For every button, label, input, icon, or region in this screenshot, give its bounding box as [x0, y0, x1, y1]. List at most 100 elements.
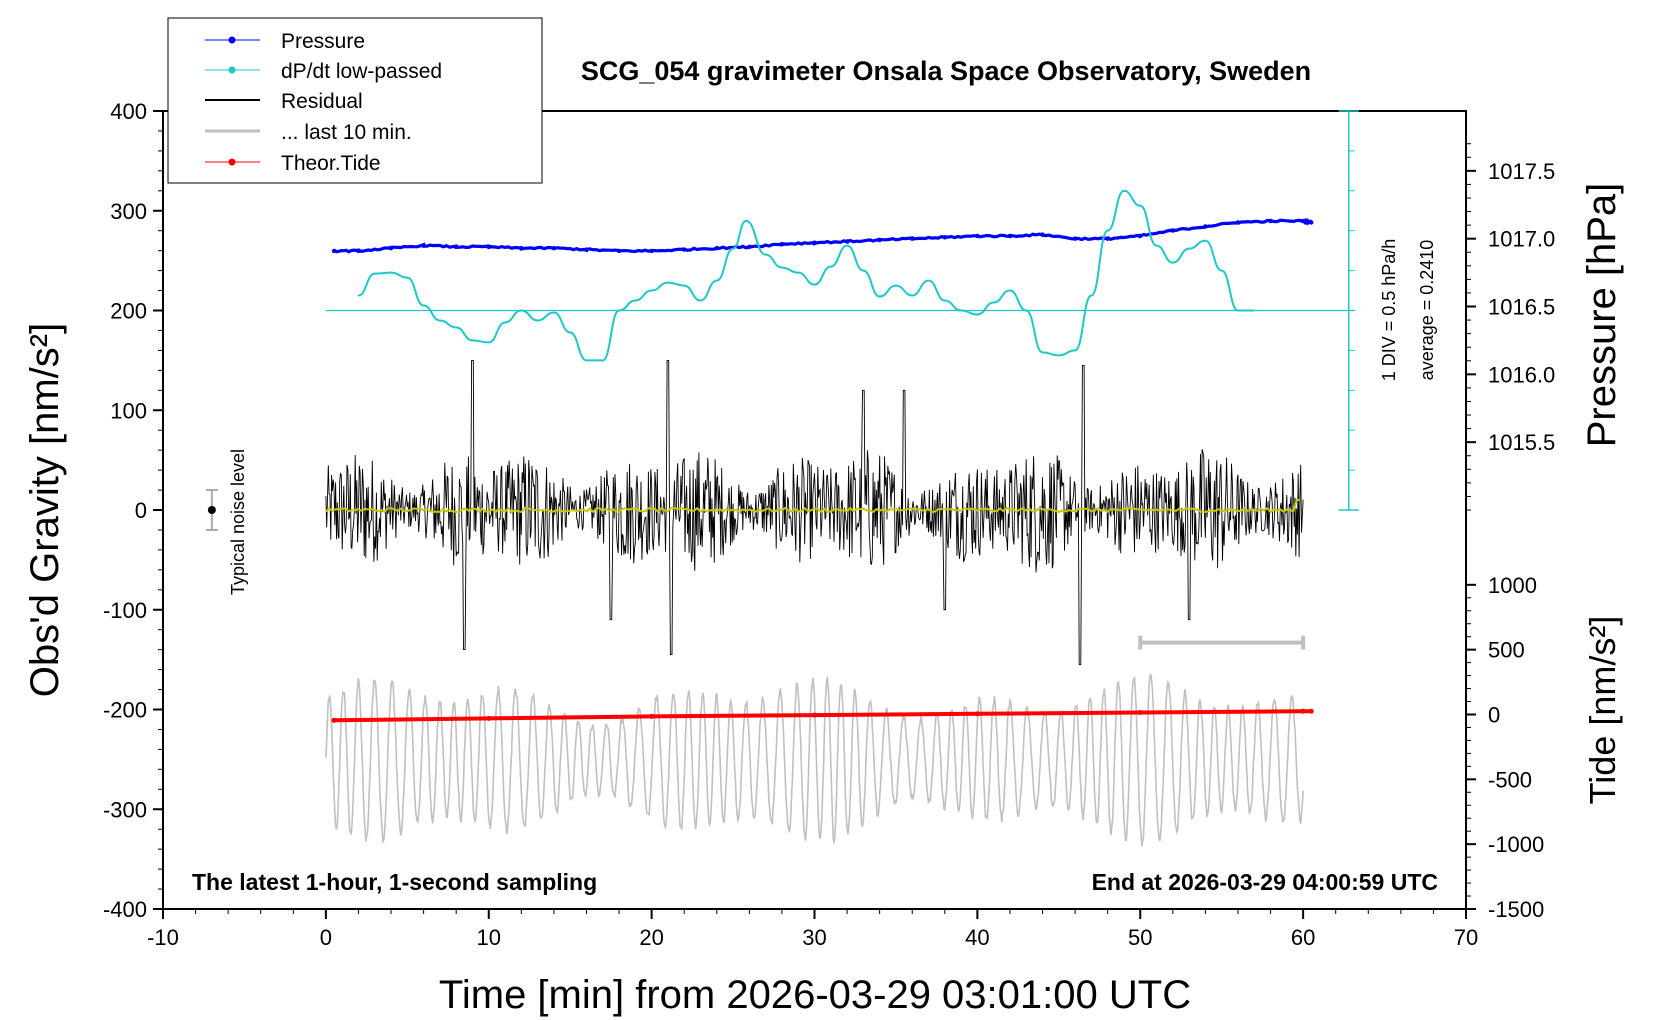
- pressure-point: [421, 243, 426, 248]
- dpdt-point: [911, 294, 914, 297]
- pressure-point: [910, 236, 915, 241]
- residual-smoothed-series: [325, 499, 1300, 514]
- y-tick-label: 0: [135, 498, 147, 523]
- pressure-point: [584, 247, 589, 252]
- dpdt-point: [1123, 189, 1125, 192]
- pressure-point: [1072, 236, 1078, 241]
- dpdt-point: [927, 279, 930, 282]
- legend-marker-pressure: [228, 36, 236, 44]
- chart-decorations: [205, 110, 1359, 650]
- pressure-point: [1309, 220, 1314, 225]
- x-tick-label: 40: [965, 925, 989, 950]
- noise-bar-center: [207, 506, 216, 514]
- x-tick-label: -10: [147, 925, 179, 950]
- dpdt-point: [732, 247, 734, 250]
- pressure-point: [388, 245, 394, 251]
- legend-marker-tide: [228, 158, 236, 166]
- pressure-point: [616, 248, 622, 254]
- dpdt-point: [764, 253, 767, 256]
- pressure-point: [682, 247, 687, 252]
- tide-point: [1300, 708, 1306, 714]
- dpdt-point: [862, 269, 865, 272]
- dpdt-point: [976, 313, 979, 316]
- tide-point: [1137, 710, 1143, 716]
- dpdt-point: [569, 331, 572, 334]
- legend-label-tide: Theor.Tide: [281, 152, 381, 175]
- pressure-point: [519, 245, 524, 251]
- dpdt-point: [1057, 354, 1060, 357]
- dpdt-point: [1171, 261, 1174, 264]
- y-tick-label: -300: [103, 797, 147, 822]
- pressure-point: [453, 244, 459, 250]
- dpdt-point: [601, 359, 604, 362]
- div-scale-annotation: 1 DIV = 0.5 hPa/h: [1379, 239, 1399, 382]
- legend-label-residual: Residual: [281, 90, 363, 113]
- pressure-point: [551, 245, 557, 251]
- dpdt-point: [846, 244, 848, 247]
- dpdt-point: [1204, 239, 1207, 242]
- residual-smoothed-line: [325, 499, 1300, 514]
- bottom-left-note: The latest 1-hour, 1-second sampling: [192, 869, 597, 895]
- x-tick-label: 10: [477, 925, 501, 950]
- dpdt-point: [699, 299, 702, 302]
- dpdt-point: [487, 341, 490, 344]
- pressure-tick-label: 1017.0: [1488, 227, 1555, 252]
- noise-level-annotation: Typical noise level: [228, 449, 248, 595]
- dpdt-point: [797, 271, 800, 274]
- x-tick-label: 0: [320, 925, 332, 950]
- dpdt-point: [504, 321, 506, 324]
- x-tick-label: 70: [1454, 925, 1478, 950]
- y-tick-label: 400: [110, 99, 147, 124]
- pressure-point: [714, 245, 719, 251]
- dpdt-point: [781, 266, 783, 269]
- dpdt-point: [715, 279, 718, 282]
- dpdt-point: [390, 271, 392, 274]
- dpdt-point: [585, 359, 588, 362]
- legend: Pressure dP/dt low-passed Residual ... l…: [167, 17, 543, 184]
- dpdt-point: [536, 319, 539, 322]
- tide-point: [1308, 708, 1314, 714]
- tide-line: [333, 709, 1312, 723]
- legend-label-pressure: Pressure: [281, 30, 365, 53]
- pressure-tick-label: 1017.5: [1488, 159, 1555, 184]
- pressure-tick-label: 1016.0: [1488, 362, 1555, 387]
- tide-series: [331, 708, 1314, 723]
- pressure-point: [649, 248, 654, 254]
- x-tick-label: 60: [1291, 925, 1315, 950]
- dpdt-point: [438, 319, 441, 322]
- dpdt-point: [1188, 247, 1191, 250]
- residual-series: [325, 359, 1304, 666]
- y-tick-label: 200: [110, 299, 147, 324]
- tide-tick-label: -500: [1488, 767, 1532, 792]
- dpdt-point: [1090, 294, 1093, 297]
- tide-tick-label: 500: [1488, 638, 1525, 663]
- pressure-point: [1170, 228, 1176, 233]
- dpdt-point: [1041, 351, 1044, 354]
- pressure-point: [1040, 232, 1045, 237]
- y-tick-label: 100: [110, 398, 147, 423]
- dpdt-point: [650, 289, 653, 292]
- chart-title: SCG_054 gravimeter Onsala Space Observat…: [581, 56, 1311, 86]
- tide-point: [331, 717, 337, 723]
- pressure-point: [779, 241, 785, 247]
- pressure-point: [1007, 233, 1013, 239]
- pressure-point: [1138, 233, 1143, 239]
- y-axis-label-left: Obs'd Gravity [nm/s²]: [23, 323, 67, 697]
- pressure-tick-label: 1016.5: [1488, 295, 1555, 320]
- dpdt-point: [1106, 229, 1109, 232]
- pressure-point: [1268, 218, 1273, 224]
- dpdt-series: [357, 189, 1256, 362]
- pressure-point: [1300, 218, 1306, 224]
- bottom-right-note: End at 2026-03-29 04:00:59 UTC: [1092, 869, 1438, 895]
- tide-point: [974, 711, 980, 717]
- pressure-point: [747, 244, 752, 250]
- tide-point: [649, 713, 655, 719]
- dpdt-point: [813, 283, 816, 286]
- pressure-point: [942, 235, 947, 240]
- dpdt-point: [406, 276, 409, 279]
- pressure-point: [975, 233, 980, 239]
- pressure-point: [486, 244, 491, 250]
- legend-label-dpdt: dP/dt low-passed: [281, 60, 442, 83]
- dpdt-point: [1139, 204, 1142, 207]
